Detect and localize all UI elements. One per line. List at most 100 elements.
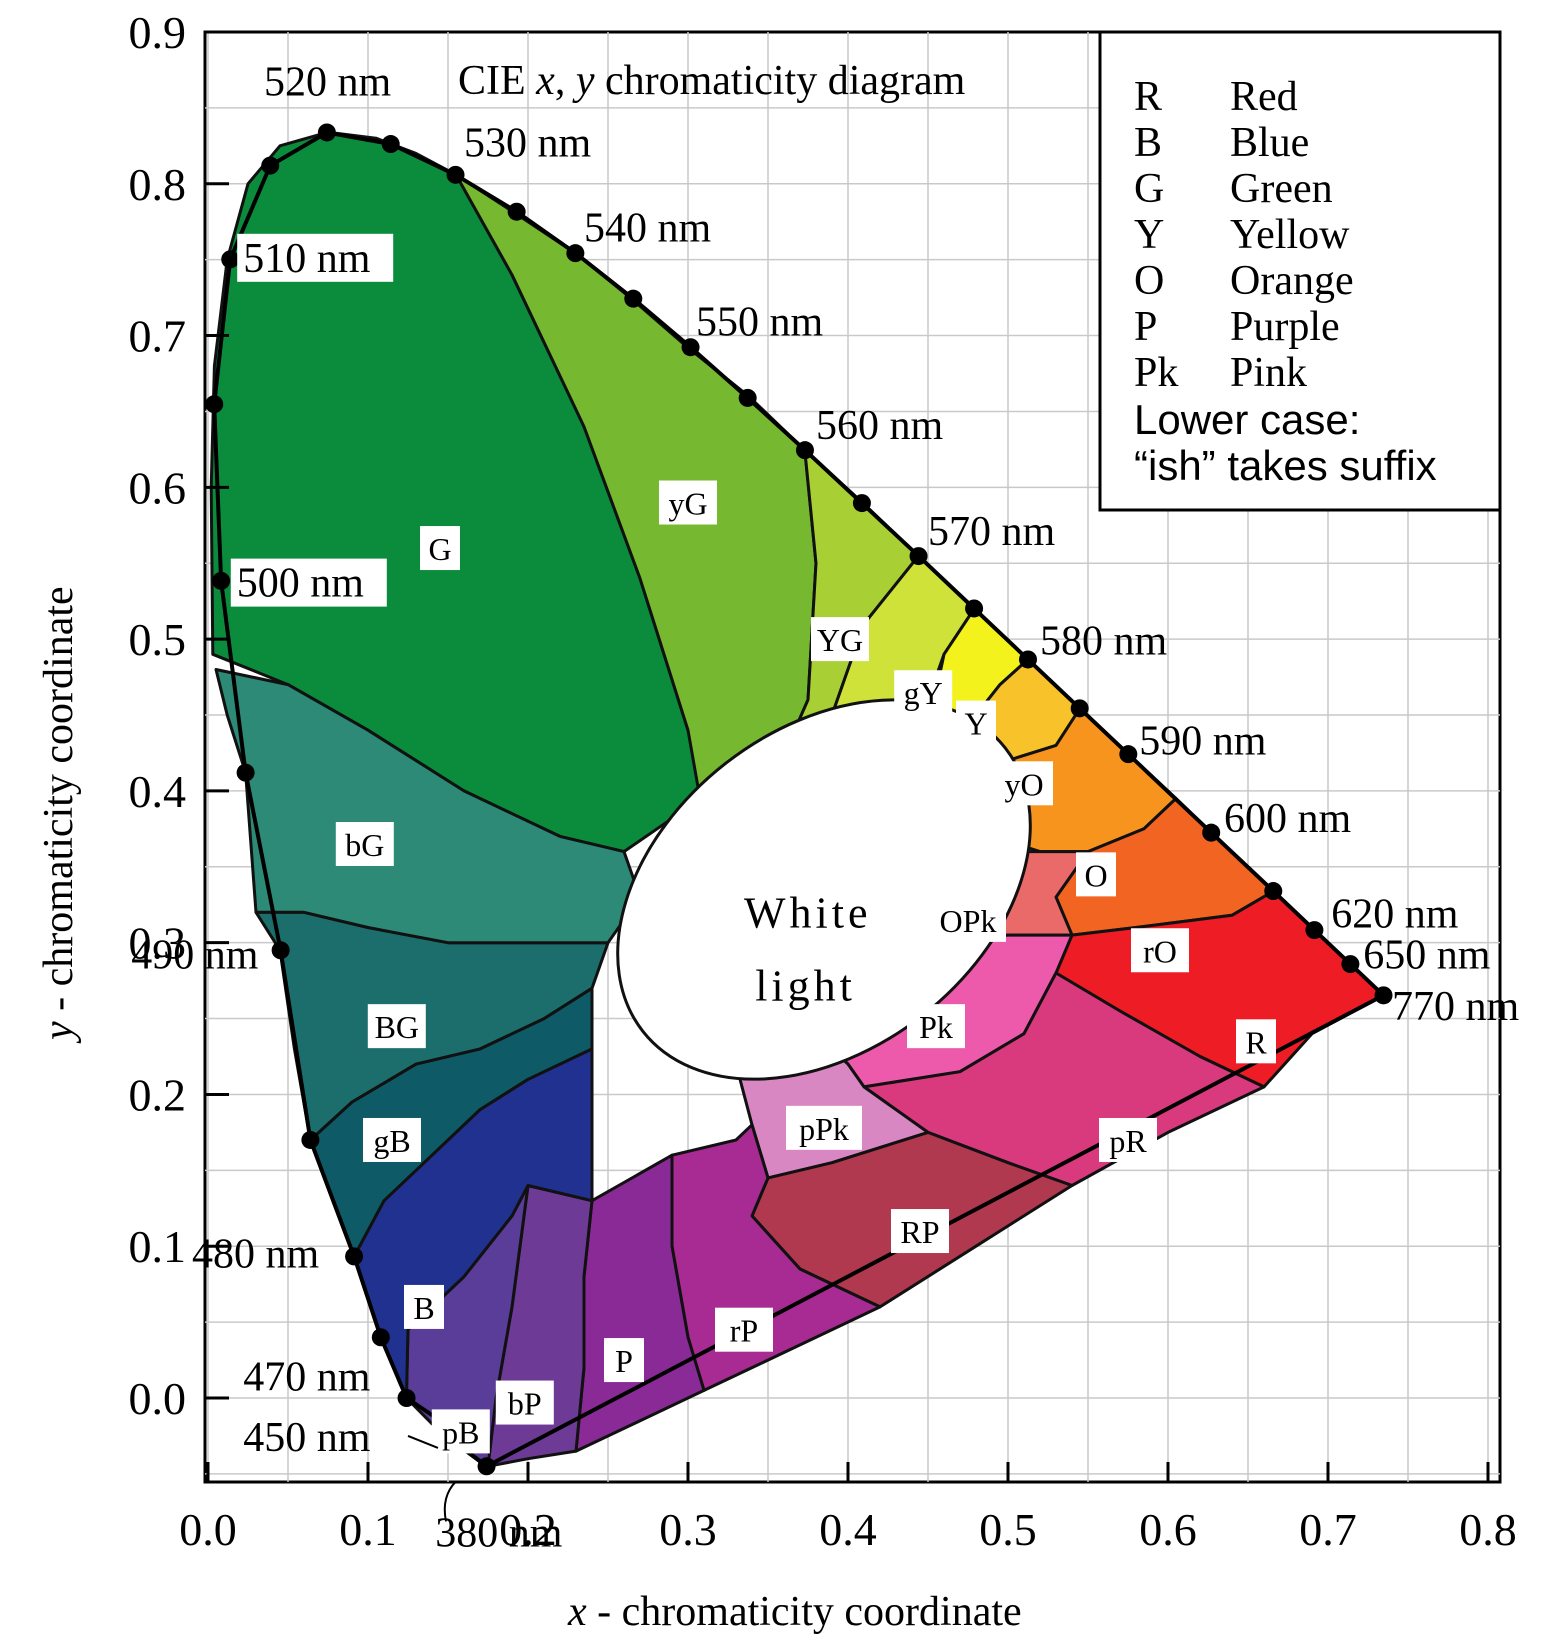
locus-point-8 <box>236 763 255 782</box>
region-label-box-gb <box>363 1117 421 1162</box>
legend-name-p: Purple <box>1230 304 1340 350</box>
locus-point-31 <box>1341 955 1360 974</box>
wavelength-label-510-nm: 510 nm <box>243 236 371 282</box>
region-label-ro: rO <box>1143 933 1177 969</box>
region-label-box-r <box>1236 1019 1276 1064</box>
locus-point-4 <box>371 1328 390 1347</box>
region-label-box-bg <box>335 822 394 867</box>
axis-ticks: 0.0 0.1 0.2 0.3 0.4 0.5 0.6 0.7 0.8 0.0 0.1 0.2 0.3 0… <box>129 7 1517 1555</box>
chart-title: CIE x, y chromaticity diagram <box>458 58 966 104</box>
legend-code-g: G <box>1134 166 1164 212</box>
region-label-y: Y <box>964 706 987 742</box>
region-label-box-o <box>1076 852 1116 897</box>
region-label-box-ppk <box>786 1105 862 1150</box>
region-labels: GyG YG gY YyO OrO R OPk Pk pR pPk RP rP PbP pB BgB BG bG <box>335 480 1276 1454</box>
y-tick-label: 0.9 <box>129 7 187 58</box>
legend-note-line2: “ish” takes suffix <box>1134 442 1437 489</box>
y-tick-label: 0.6 <box>129 462 187 513</box>
wavelength-label-770-nm: 770 nm <box>1392 984 1520 1030</box>
locus-point-28 <box>1202 823 1221 842</box>
legend-name-b: Blue <box>1230 120 1309 166</box>
y-tick-label: 0.1 <box>129 1221 187 1272</box>
legend-note-line1: Lower case: <box>1134 396 1360 443</box>
locus-point-18 <box>624 289 643 308</box>
wavelength-label-470-nm: 470 nm <box>243 1354 371 1400</box>
wavelength-label-490-nm: 490 nm <box>131 932 259 978</box>
y-tick-label: 0.4 <box>129 766 187 817</box>
locus-point-7 <box>271 941 290 960</box>
x-tick-label: 0.6 <box>1139 1504 1197 1555</box>
region-label-box-yo <box>995 761 1053 806</box>
locus-point-0 <box>477 1457 496 1476</box>
locus-point-19 <box>681 338 700 357</box>
region-label-box-b <box>404 1284 444 1329</box>
y-tick-label: 0.0 <box>129 1373 187 1424</box>
region-bg <box>214 668 642 945</box>
locus-point-29 <box>1264 882 1283 901</box>
locus-point-20 <box>738 388 757 407</box>
wavelength-label-580-nm: 580 nm <box>1040 618 1168 664</box>
white-light-label-line1: White <box>744 888 872 937</box>
region-label-gy: gY <box>904 675 943 711</box>
wavelength-label-620-nm: 620 nm <box>1331 891 1459 937</box>
x-tick-label: 0.0 <box>179 1504 237 1555</box>
region-label-box-gy <box>894 670 953 715</box>
region-label-box-rp <box>891 1209 949 1254</box>
legend-name-o: Orange <box>1230 258 1354 304</box>
region-label-r: R <box>1245 1024 1267 1060</box>
wavelength-label-500-nm: 500 nm <box>237 561 364 607</box>
legend-code-y: Y <box>1134 212 1164 258</box>
y-tick-label: 0.2 <box>129 1069 187 1120</box>
region-label-gb: gB <box>373 1123 410 1159</box>
x-tick-label: 0.3 <box>659 1504 717 1555</box>
region-label-box-pk <box>907 1004 965 1049</box>
x-tick-label: 0.5 <box>979 1504 1037 1555</box>
region-label-box-rp <box>715 1307 773 1352</box>
locus-point-14 <box>381 135 400 154</box>
y-tick-label: 0.8 <box>129 159 187 210</box>
x-tick-label: 0.1 <box>339 1504 397 1555</box>
region-label-o: O <box>1084 857 1107 893</box>
locus-point-17 <box>566 244 585 263</box>
y-tick-label: 0.5 <box>129 614 187 665</box>
legend-code-pk: Pk <box>1134 350 1178 396</box>
region-label-bp: bP <box>508 1386 542 1422</box>
region-label-box-bg <box>367 1004 426 1049</box>
label-leader-450 <box>407 1435 439 1449</box>
region-label-rp: rP <box>730 1313 758 1349</box>
locus-point-25 <box>1019 650 1037 669</box>
locus-point-27 <box>1119 745 1138 764</box>
x-tick-label: 0.8 <box>1459 1504 1517 1555</box>
locus-point-11 <box>221 250 240 269</box>
wavelength-label-480-nm: 480 nm <box>192 1231 320 1277</box>
region-label-box-ro <box>1131 928 1189 973</box>
region-label-box-pr <box>1099 1117 1157 1162</box>
region-label-rp: RP <box>900 1214 939 1250</box>
nm-label-box <box>230 558 387 607</box>
region-label-pr: pR <box>1109 1123 1147 1159</box>
wavelength-label-600-nm: 600 nm <box>1224 796 1352 842</box>
region-label-opk: OPk <box>940 903 997 939</box>
region-label-box-bp <box>495 1380 554 1425</box>
locus-point-9 <box>212 571 231 590</box>
region-label-box-p <box>604 1338 644 1383</box>
wavelength-label-540-nm: 540 nm <box>584 205 712 251</box>
region-label-box-yg <box>659 480 717 525</box>
y-tick-label: 0.7 <box>129 311 187 362</box>
legend-code-b: B <box>1134 120 1162 166</box>
white-light-label-line2: light <box>755 961 856 1010</box>
region-label-yo: yO <box>1004 766 1043 802</box>
region-label-bg: BG <box>375 1009 419 1045</box>
legend-code-r: R <box>1134 74 1162 120</box>
wavelength-label-520-nm: 520 nm <box>264 60 392 106</box>
legend-code-o: O <box>1134 258 1164 304</box>
region-label-yg: YG <box>817 622 863 658</box>
region-label-box-pb <box>431 1409 490 1454</box>
locus-point-16 <box>507 202 526 221</box>
locus-point-26 <box>1070 699 1089 718</box>
locus-point-5 <box>345 1247 364 1266</box>
legend-name-y: Yellow <box>1230 212 1350 258</box>
legend-entries: R Red B Blue G Green Y Yellow O Orange P Purple Pk Pi… <box>1134 74 1354 396</box>
region-label-box-y <box>956 700 996 745</box>
